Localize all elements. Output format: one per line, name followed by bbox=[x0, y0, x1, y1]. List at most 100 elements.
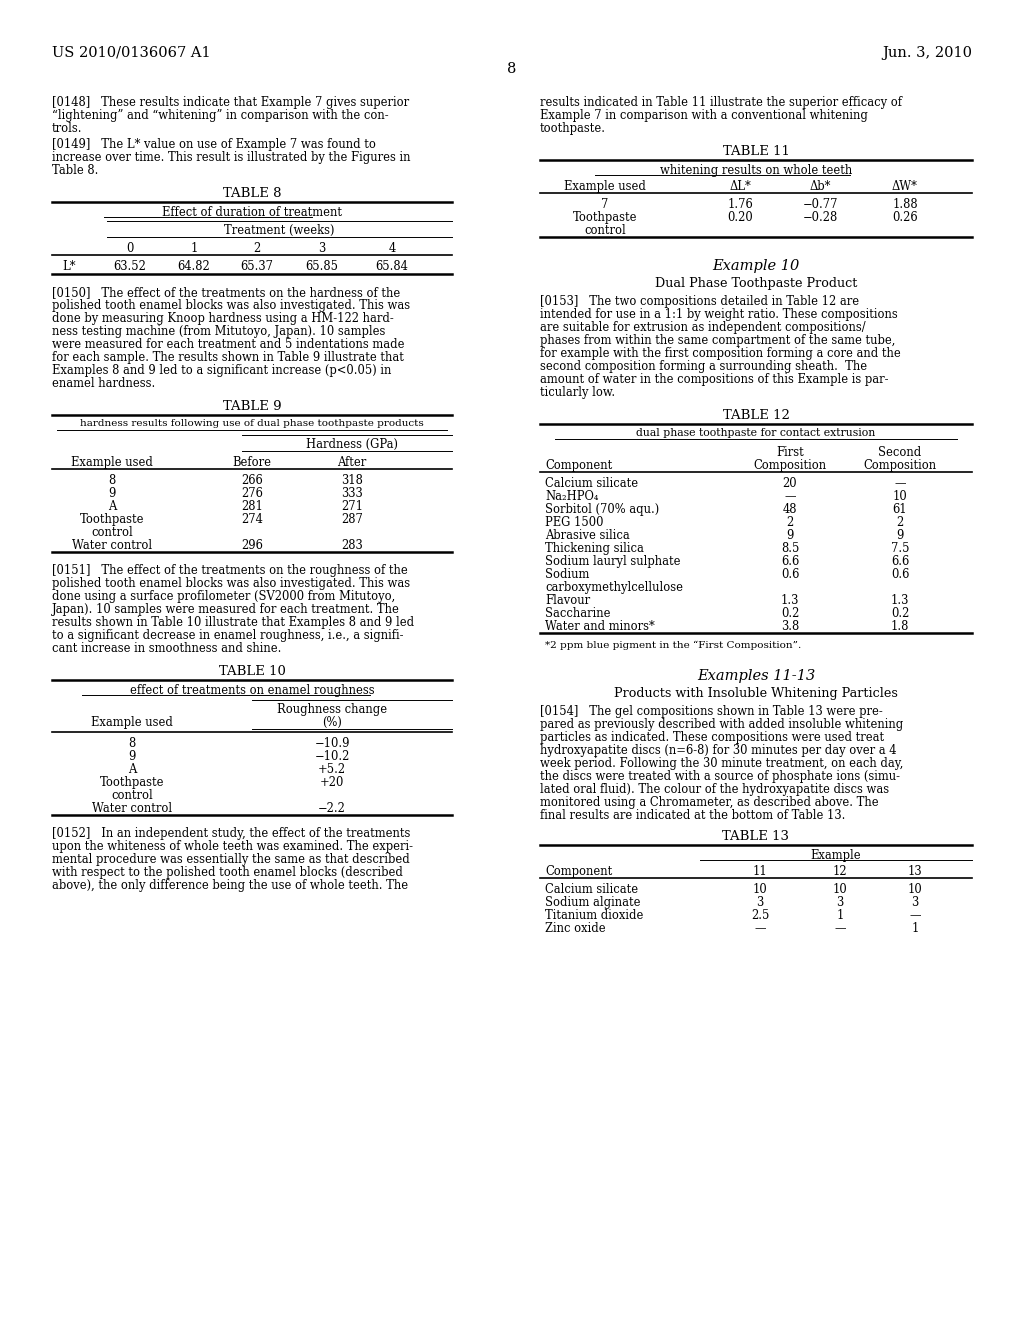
Text: 3: 3 bbox=[318, 242, 326, 255]
Text: 1: 1 bbox=[837, 909, 844, 921]
Text: 3.8: 3.8 bbox=[781, 620, 799, 634]
Text: [0150]   The effect of the treatments on the hardness of the: [0150] The effect of the treatments on t… bbox=[52, 286, 400, 300]
Text: 2: 2 bbox=[253, 242, 261, 255]
Text: [0149]   The L* value on use of Example 7 was found to: [0149] The L* value on use of Example 7 … bbox=[52, 139, 376, 150]
Text: 3: 3 bbox=[837, 896, 844, 909]
Text: Water and minors*: Water and minors* bbox=[545, 620, 654, 634]
Text: 2.5: 2.5 bbox=[751, 909, 769, 921]
Text: [0151]   The effect of the treatments on the roughness of the: [0151] The effect of the treatments on t… bbox=[52, 564, 408, 577]
Text: A: A bbox=[108, 500, 116, 513]
Text: 0.2: 0.2 bbox=[891, 607, 909, 620]
Text: carboxymethylcellulose: carboxymethylcellulose bbox=[545, 581, 683, 594]
Text: 276: 276 bbox=[241, 487, 263, 500]
Text: control: control bbox=[112, 789, 153, 803]
Text: Abrasive silica: Abrasive silica bbox=[545, 529, 630, 543]
Text: 281: 281 bbox=[241, 500, 263, 513]
Text: 65.37: 65.37 bbox=[241, 260, 273, 273]
Text: 8: 8 bbox=[128, 737, 135, 750]
Text: TABLE 13: TABLE 13 bbox=[723, 830, 790, 843]
Text: Water control: Water control bbox=[92, 803, 172, 814]
Text: hydroxyapatite discs (n=6-8) for 30 minutes per day over a 4: hydroxyapatite discs (n=6-8) for 30 minu… bbox=[540, 744, 896, 756]
Text: 9: 9 bbox=[786, 529, 794, 543]
Text: Sodium lauryl sulphate: Sodium lauryl sulphate bbox=[545, 554, 681, 568]
Text: increase over time. This result is illustrated by the Figures in: increase over time. This result is illus… bbox=[52, 150, 411, 164]
Text: 266: 266 bbox=[241, 474, 263, 487]
Text: Toothpaste: Toothpaste bbox=[99, 776, 164, 789]
Text: −2.2: −2.2 bbox=[318, 803, 346, 814]
Text: Examples 11-13: Examples 11-13 bbox=[697, 669, 815, 682]
Text: 1: 1 bbox=[911, 921, 919, 935]
Text: L*: L* bbox=[62, 260, 76, 273]
Text: control: control bbox=[584, 224, 626, 238]
Text: 0.6: 0.6 bbox=[891, 568, 909, 581]
Text: 1: 1 bbox=[190, 242, 198, 255]
Text: TABLE 9: TABLE 9 bbox=[222, 400, 282, 413]
Text: +5.2: +5.2 bbox=[317, 763, 346, 776]
Text: 64.82: 64.82 bbox=[177, 260, 210, 273]
Text: Toothpaste: Toothpaste bbox=[572, 211, 637, 224]
Text: Component: Component bbox=[545, 865, 612, 878]
Text: lated oral fluid). The colour of the hydroxyapatite discs was: lated oral fluid). The colour of the hyd… bbox=[540, 783, 889, 796]
Text: the discs were treated with a source of phosphate ions (simu-: the discs were treated with a source of … bbox=[540, 770, 900, 783]
Text: 7.5: 7.5 bbox=[891, 543, 909, 554]
Text: 65.84: 65.84 bbox=[376, 260, 409, 273]
Text: [0152]   In an independent study, the effect of the treatments: [0152] In an independent study, the effe… bbox=[52, 828, 411, 840]
Text: Effect of duration of treatment: Effect of duration of treatment bbox=[162, 206, 342, 219]
Text: ness testing machine (from Mitutoyo, Japan). 10 samples: ness testing machine (from Mitutoyo, Jap… bbox=[52, 325, 385, 338]
Text: Second: Second bbox=[879, 446, 922, 459]
Text: pared as previously described with added insoluble whitening: pared as previously described with added… bbox=[540, 718, 903, 731]
Text: Zinc oxide: Zinc oxide bbox=[545, 921, 605, 935]
Text: 0: 0 bbox=[126, 242, 134, 255]
Text: Hardness (GPa): Hardness (GPa) bbox=[306, 438, 398, 451]
Text: (%): (%) bbox=[323, 715, 342, 729]
Text: 1.3: 1.3 bbox=[781, 594, 799, 607]
Text: monitored using a Chromameter, as described above. The: monitored using a Chromameter, as descri… bbox=[540, 796, 879, 809]
Text: Na₂HPO₄: Na₂HPO₄ bbox=[545, 490, 598, 503]
Text: Δb*: Δb* bbox=[809, 180, 830, 193]
Text: 7: 7 bbox=[601, 198, 608, 211]
Text: Component: Component bbox=[545, 459, 612, 473]
Text: Titanium dioxide: Titanium dioxide bbox=[545, 909, 643, 921]
Text: 9: 9 bbox=[896, 529, 904, 543]
Text: Composition: Composition bbox=[754, 459, 826, 473]
Text: particles as indicated. These compositions were used treat: particles as indicated. These compositio… bbox=[540, 731, 884, 744]
Text: Example 7 in comparison with a conventional whitening: Example 7 in comparison with a conventio… bbox=[540, 110, 868, 121]
Text: Toothpaste: Toothpaste bbox=[80, 513, 144, 525]
Text: 6.6: 6.6 bbox=[781, 554, 799, 568]
Text: 63.52: 63.52 bbox=[114, 260, 146, 273]
Text: 8: 8 bbox=[507, 62, 517, 77]
Text: Jun. 3, 2010: Jun. 3, 2010 bbox=[882, 46, 972, 59]
Text: *2 ppm blue pigment in the “First Composition”.: *2 ppm blue pigment in the “First Compos… bbox=[545, 642, 801, 651]
Text: Example used: Example used bbox=[91, 715, 173, 729]
Text: for example with the first composition forming a core and the: for example with the first composition f… bbox=[540, 347, 901, 360]
Text: 287: 287 bbox=[341, 513, 362, 525]
Text: polished tooth enamel blocks was also investigated. This was: polished tooth enamel blocks was also in… bbox=[52, 300, 411, 312]
Text: “lightening” and “whitening” in comparison with the con-: “lightening” and “whitening” in comparis… bbox=[52, 110, 389, 121]
Text: Sorbitol (70% aqu.): Sorbitol (70% aqu.) bbox=[545, 503, 659, 516]
Text: TABLE 11: TABLE 11 bbox=[723, 145, 790, 158]
Text: Examples 8 and 9 led to a significant increase (p<0.05) in: Examples 8 and 9 led to a significant in… bbox=[52, 364, 391, 378]
Text: [0153]   The two compositions detailed in Table 12 are: [0153] The two compositions detailed in … bbox=[540, 294, 859, 308]
Text: First: First bbox=[776, 446, 804, 459]
Text: —: — bbox=[909, 909, 921, 921]
Text: amount of water in the compositions of this Example is par-: amount of water in the compositions of t… bbox=[540, 374, 889, 385]
Text: 48: 48 bbox=[782, 503, 798, 516]
Text: 318: 318 bbox=[341, 474, 362, 487]
Text: 10: 10 bbox=[893, 490, 907, 503]
Text: 1.88: 1.88 bbox=[892, 198, 918, 211]
Text: 10: 10 bbox=[907, 883, 923, 896]
Text: Flavour: Flavour bbox=[545, 594, 590, 607]
Text: whitening results on whole teeth: whitening results on whole teeth bbox=[659, 164, 852, 177]
Text: 4: 4 bbox=[388, 242, 395, 255]
Text: mental procedure was essentially the same as that described: mental procedure was essentially the sam… bbox=[52, 853, 410, 866]
Text: ΔL*: ΔL* bbox=[729, 180, 751, 193]
Text: Water control: Water control bbox=[72, 539, 152, 552]
Text: 13: 13 bbox=[907, 865, 923, 878]
Text: 333: 333 bbox=[341, 487, 362, 500]
Text: 1.3: 1.3 bbox=[891, 594, 909, 607]
Text: 65.85: 65.85 bbox=[305, 260, 339, 273]
Text: 0.2: 0.2 bbox=[781, 607, 799, 620]
Text: 283: 283 bbox=[341, 539, 362, 552]
Text: —: — bbox=[755, 921, 766, 935]
Text: with respect to the polished tooth enamel blocks (described: with respect to the polished tooth ename… bbox=[52, 866, 402, 879]
